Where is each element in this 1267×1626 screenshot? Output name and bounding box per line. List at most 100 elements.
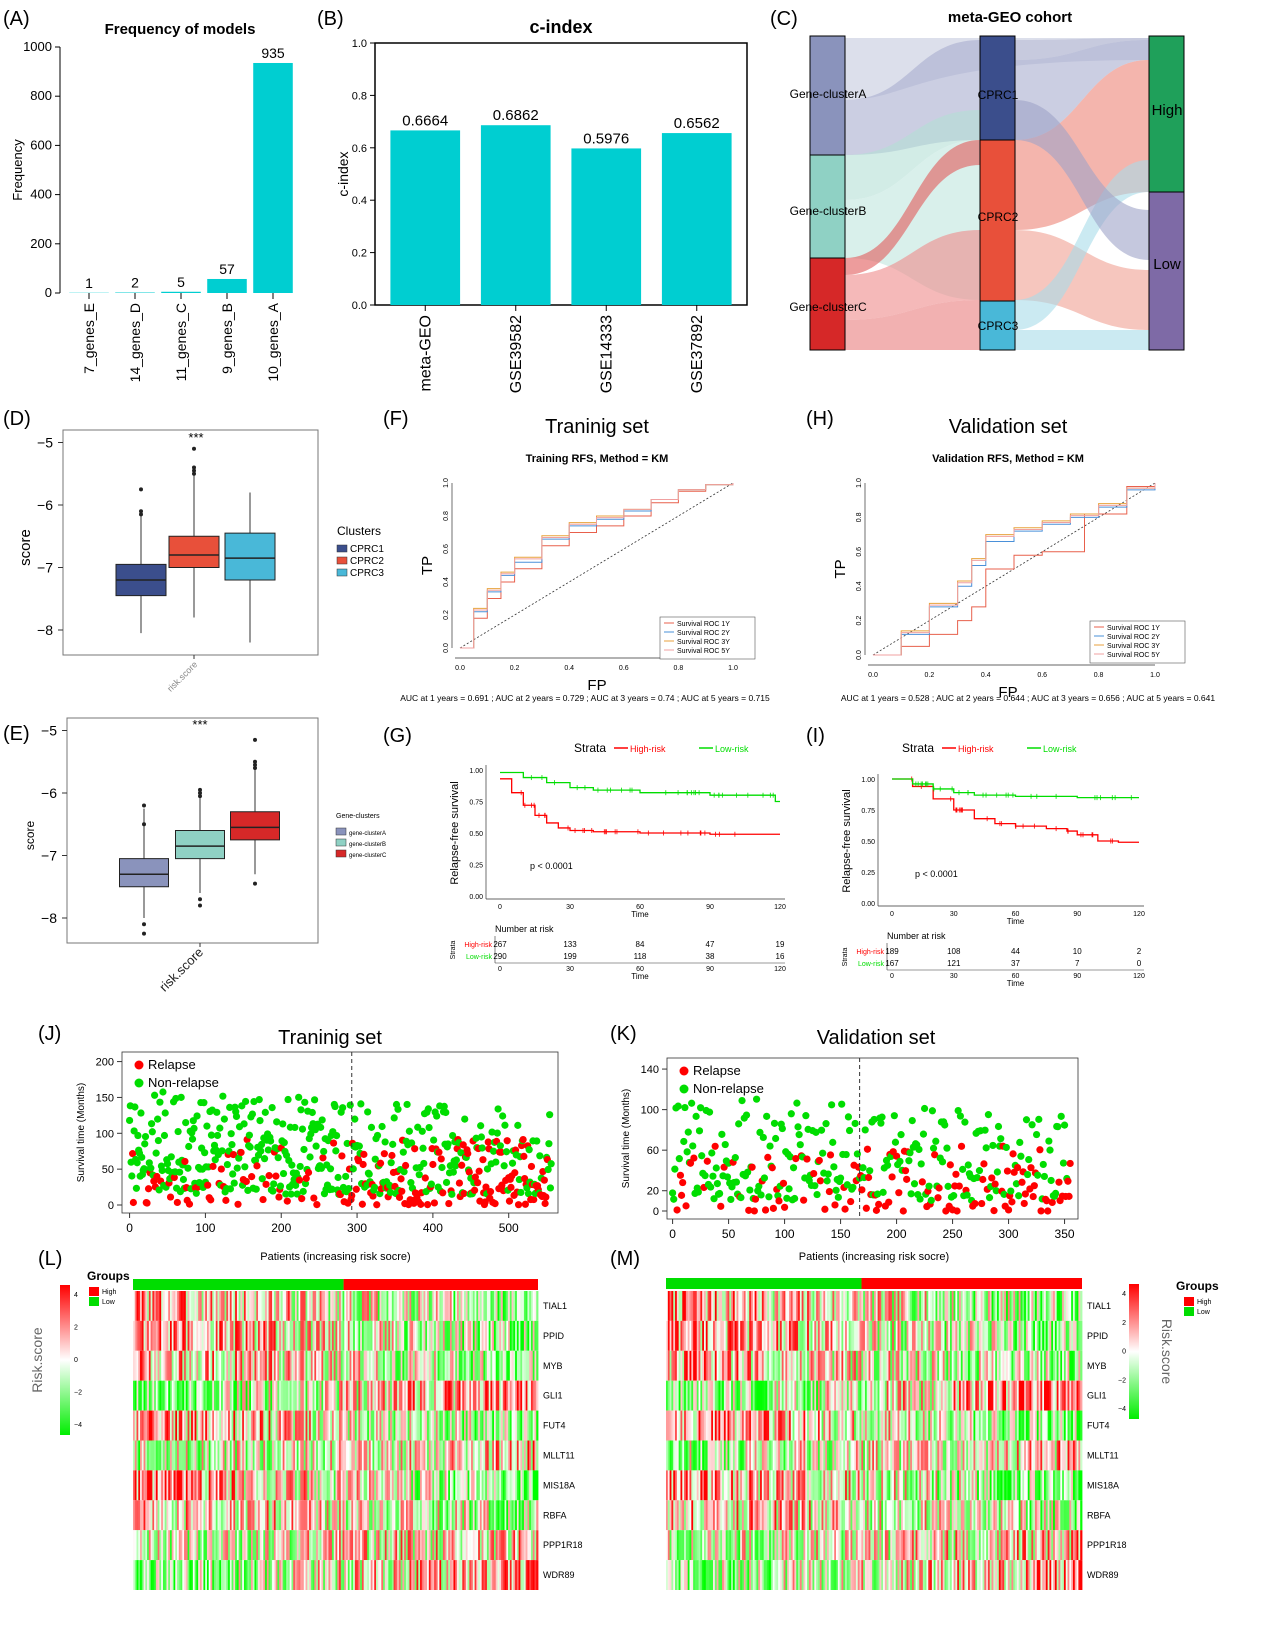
heatmap-cell (397, 1410, 400, 1441)
heatmap-cell (363, 1410, 366, 1441)
non-relapse-point (301, 1098, 309, 1106)
heatmap-cell (295, 1500, 298, 1531)
heatmap-cell (140, 1380, 143, 1411)
heatmap-cell (358, 1500, 361, 1531)
heatmap-cell (476, 1410, 479, 1441)
heatmap-cell (235, 1530, 238, 1561)
heatmap-cell (291, 1350, 294, 1381)
non-relapse-point (910, 1180, 919, 1188)
heatmap-cell (1027, 1380, 1030, 1411)
heatmap-cell (760, 1350, 763, 1381)
heatmap-cell (356, 1500, 359, 1531)
heatmap-cell (725, 1291, 728, 1321)
heatmap-cell (837, 1380, 841, 1411)
heatmap-cell (346, 1410, 349, 1441)
heatmap-cell (855, 1291, 859, 1321)
non-relapse-point (154, 1115, 162, 1123)
heatmap-cell (476, 1380, 479, 1411)
heatmap-cell (841, 1350, 844, 1381)
heatmap-cell (486, 1380, 490, 1411)
heatmap-cell (1006, 1291, 1009, 1321)
heatmap-cell (760, 1410, 763, 1441)
heatmap-cell (841, 1291, 844, 1321)
non-relapse-point (200, 1099, 208, 1107)
relapse-point (1021, 1190, 1029, 1198)
heatmap-cell (522, 1440, 525, 1471)
heatmap-cell (781, 1291, 784, 1321)
heatmap-cell (395, 1380, 398, 1411)
heatmap-cell (516, 1380, 520, 1411)
heatmap-cell (423, 1410, 426, 1441)
heatmap-cell (347, 1500, 350, 1531)
heatmap-cell (975, 1320, 978, 1351)
heatmap-cell (136, 1470, 139, 1501)
bar-value-label: 5 (177, 274, 185, 290)
heatmap-cell (479, 1530, 483, 1561)
heatmap-cell (801, 1410, 804, 1441)
heatmap-cell (479, 1291, 483, 1321)
heatmap-cell (1069, 1291, 1072, 1321)
heatmap-cell (502, 1500, 505, 1531)
heatmap-cell (412, 1560, 416, 1590)
non-relapse-point (878, 1113, 886, 1121)
heatmap-cell (215, 1470, 218, 1501)
relapse-point (511, 1169, 519, 1177)
heatmap-cell (479, 1350, 483, 1381)
heatmap-cell (347, 1530, 350, 1561)
heatmap-cell (370, 1380, 373, 1411)
heatmap-cell (678, 1291, 681, 1321)
risk-table-value: 189 (885, 947, 899, 956)
heatmap-cell (164, 1530, 167, 1561)
heatmap-cell (141, 1410, 144, 1441)
heatmap-cell (368, 1380, 372, 1411)
heatmap-cell (1013, 1410, 1016, 1441)
heatmap-cell (1071, 1350, 1074, 1381)
heatmap-cell (412, 1470, 416, 1501)
heatmap-cell (367, 1350, 370, 1381)
relapse-point (437, 1155, 445, 1163)
heatmap-cell (136, 1500, 139, 1531)
heatmap-cell (268, 1560, 271, 1590)
relapse-point (690, 1154, 698, 1162)
relapse-point (957, 1142, 966, 1150)
relapse-point (541, 1199, 549, 1208)
heatmap-cell (245, 1291, 248, 1321)
heatmap-cell (515, 1291, 518, 1321)
y-tick-label: 20 (647, 1186, 659, 1198)
heatmap-cell (150, 1350, 153, 1381)
heatmap-cell (249, 1440, 252, 1471)
heatmap-cell (451, 1291, 454, 1321)
heatmap-cell (778, 1320, 781, 1351)
heatmap-cell (478, 1320, 481, 1351)
heatmap-cell (675, 1350, 678, 1381)
risk-table-x-label: Time (1007, 979, 1025, 988)
heatmap-cell (883, 1350, 886, 1381)
heatmap-cell (337, 1470, 340, 1501)
heatmap-cell (493, 1291, 497, 1321)
heatmap-cell (210, 1500, 213, 1531)
heatmap-cell (787, 1380, 790, 1411)
heatmap-cell (1074, 1320, 1077, 1351)
heatmap-cell (342, 1320, 345, 1351)
sankey-node-label: Low (1153, 256, 1181, 273)
heatmap-cell (229, 1530, 233, 1561)
heatmap-cell (455, 1470, 458, 1501)
heatmap-cell (474, 1470, 477, 1501)
heatmap-cell (478, 1410, 481, 1441)
heatmap-cell (501, 1350, 504, 1381)
heatmap-cell (1033, 1320, 1036, 1351)
heatmap-cell (254, 1530, 257, 1561)
heatmap-cell (448, 1560, 451, 1590)
heatmap-cell (763, 1380, 766, 1411)
y-tick-label: −6 (37, 497, 53, 513)
heatmap-cell (354, 1350, 358, 1381)
heatmap-cell (911, 1320, 915, 1351)
relapse-point (181, 1157, 189, 1166)
bar (253, 62, 293, 293)
heatmap-cell (790, 1350, 794, 1381)
heatmap-cell (390, 1440, 393, 1471)
heatmap-cell (254, 1350, 257, 1381)
heatmap-cell (324, 1560, 328, 1590)
heatmap-cell (247, 1320, 250, 1351)
heatmap-cell (890, 1410, 893, 1441)
